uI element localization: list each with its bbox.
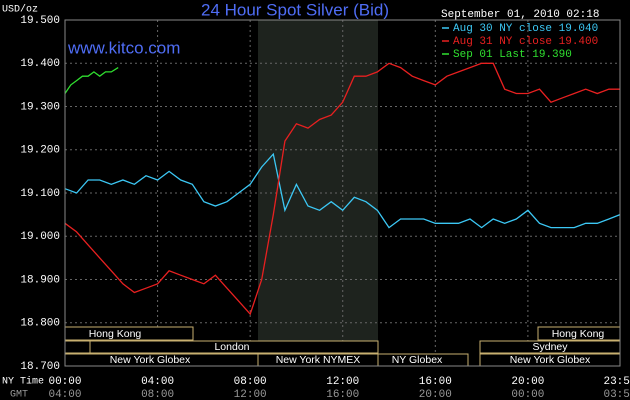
series-line <box>64 152 621 229</box>
series-line <box>64 67 119 94</box>
y-tick-label: 18.900 <box>20 274 60 286</box>
session-label: New York Globex <box>110 354 191 366</box>
y-tick-label: 19.000 <box>20 231 60 243</box>
y-tick-label: 18.800 <box>20 318 60 330</box>
y-tick-label: 18.700 <box>20 361 60 373</box>
session-box <box>64 340 91 354</box>
x-tick-label: 16:00 <box>419 376 452 388</box>
session-label: London <box>214 341 249 353</box>
x2-tick-label: 16:00 <box>326 389 359 400</box>
session-shade <box>258 20 378 366</box>
x2-tick-label: 12:00 <box>234 389 267 400</box>
x-tick-label: 20:00 <box>511 376 544 388</box>
x-tick-label: 23:59 <box>603 376 630 388</box>
y-axis-label: USD/oz <box>2 4 38 16</box>
series-line <box>64 62 620 316</box>
x2-tick-label: 04:00 <box>48 389 81 400</box>
x-axis-label: NY Time <box>2 376 44 388</box>
x2-tick-label: 08:00 <box>141 389 174 400</box>
x2-axis-label: GMT <box>10 390 28 400</box>
x-tick-label: 08:00 <box>234 376 267 388</box>
legend-label: Aug 31 NY close 19.400 <box>453 36 598 48</box>
x2-tick-label: 03:59 <box>603 389 630 400</box>
session-label: Hong Kong <box>89 328 142 340</box>
sessions: Hong Kong London New York Globex New Yor… <box>64 326 621 367</box>
timestamp: September 01, 2010 02:18 <box>441 9 599 21</box>
x-tick-label: 04:00 <box>141 376 174 388</box>
session-label: NY Globex <box>392 354 443 366</box>
x2-tick-label: 20:00 <box>419 389 452 400</box>
y-tick-label: 19.200 <box>20 145 60 157</box>
watermark: www.kitco.com <box>67 38 180 57</box>
legend-label: Aug 30 NY close 19.040 <box>453 23 598 35</box>
session-label: New York NYMEX <box>276 354 361 366</box>
plot-frame <box>64 19 621 367</box>
session-label: Hong Kong <box>552 328 605 340</box>
y-tick-label: 19.500 <box>20 15 60 27</box>
lines <box>64 62 621 316</box>
chart-title: 24 Hour Spot Silver (Bid) <box>201 0 389 19</box>
session-label: Sydney <box>532 341 568 353</box>
x-tick-label: 00:00 <box>48 376 81 388</box>
x-tick-label: 12:00 <box>326 376 359 388</box>
y-tick-label: 19.400 <box>20 58 60 70</box>
y-tick-label: 19.300 <box>20 101 60 113</box>
y-tick-label: 19.100 <box>20 188 60 200</box>
session-box <box>89 340 379 354</box>
x2-tick-label: 00:00 <box>511 389 544 400</box>
legend-label: Sep 01 Last 19.390 <box>453 49 572 61</box>
session-label: New York Globex <box>510 354 591 366</box>
